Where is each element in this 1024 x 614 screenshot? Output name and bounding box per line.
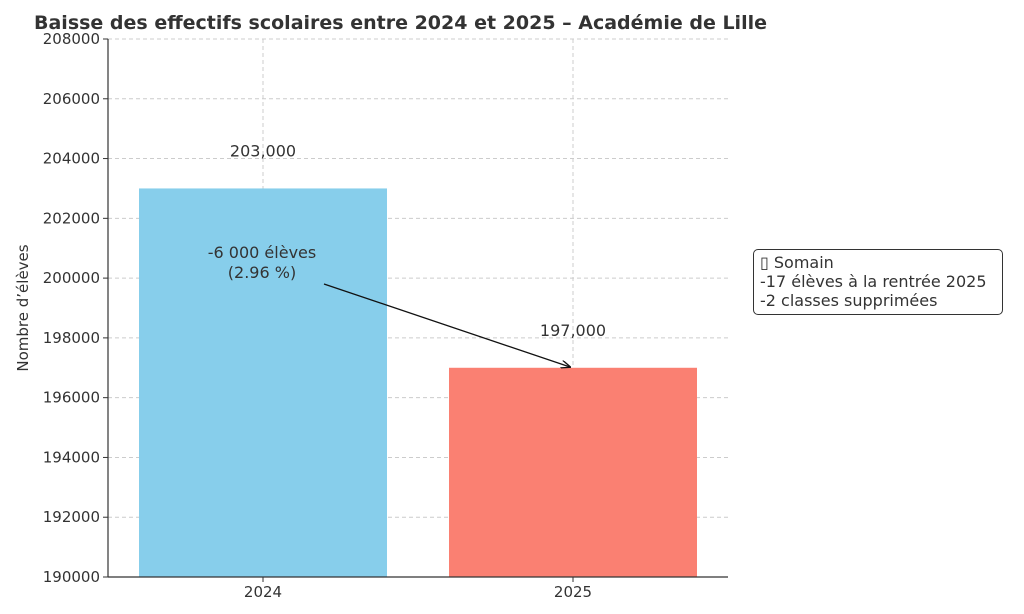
side-note-line: ▯ Somain	[760, 253, 834, 272]
y-tick-label: 204000	[43, 150, 100, 168]
y-tick-label: 194000	[43, 448, 100, 466]
side-note-line: -17 élèves à la rentrée 2025	[760, 272, 987, 291]
annotation-arrow	[323, 283, 570, 367]
annotation-line-1: -6 000 élèves	[208, 243, 316, 262]
bar-2025	[449, 367, 697, 577]
y-tick-label: 202000	[43, 209, 100, 227]
y-tick-label: 192000	[43, 508, 100, 526]
change-annotation: -6 000 élèves (2.96 %)	[208, 243, 570, 367]
data-label-2024: 203,000	[230, 141, 296, 160]
annotation-line-2: (2.96 %)	[228, 263, 296, 282]
y-tick-label: 196000	[43, 389, 100, 407]
y-tick-label: 208000	[43, 30, 100, 48]
chart-title: Baisse des effectifs scolaires entre 202…	[34, 12, 767, 34]
data-label-2025: 197,000	[540, 321, 606, 340]
y-axis-label: Nombre d’élèves	[14, 244, 32, 371]
y-tick-label: 198000	[43, 329, 100, 347]
bar-2024	[139, 188, 387, 577]
labels: 190000 192000 194000 196000 198000 200000 2020…	[43, 30, 606, 601]
side-note-box: ▯ Somain -17 élèves à la rentrée 2025 -2…	[753, 249, 1003, 315]
y-tick-label: 190000	[43, 568, 100, 586]
x-tick-label: 2025	[554, 583, 592, 601]
y-tick-label: 200000	[43, 269, 100, 287]
y-tick-label: 206000	[43, 90, 100, 108]
side-note-line: -2 classes supprimées	[760, 291, 938, 310]
axes	[103, 38, 728, 582]
bars	[139, 188, 697, 577]
x-tick-label: 2024	[244, 583, 282, 601]
